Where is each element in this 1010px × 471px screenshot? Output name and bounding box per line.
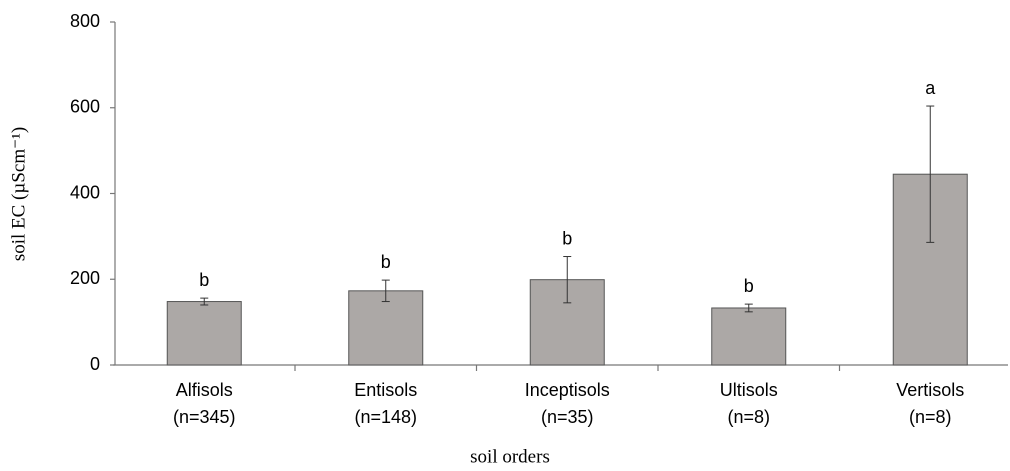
y-tick-label: 0 <box>90 354 100 374</box>
y-tick-label: 600 <box>70 97 100 117</box>
x-tick-label: (n=345) <box>173 407 236 427</box>
bar <box>166 301 242 366</box>
x-tick-label: (n=8) <box>909 407 952 427</box>
y-axis-title: soil EC (µScm⁻¹) <box>8 127 29 261</box>
significance-letter: b <box>381 252 391 272</box>
x-tick-label: Ultisols <box>720 380 778 400</box>
y-tick-label: 400 <box>70 182 100 202</box>
x-tick-label: (n=148) <box>354 407 417 427</box>
x-tick-label: Alfisols <box>176 380 233 400</box>
x-tick-label: Vertisols <box>896 380 964 400</box>
significance-letter: b <box>199 270 209 290</box>
y-tick-label: 200 <box>70 268 100 288</box>
x-tick-label: Inceptisols <box>525 380 610 400</box>
y-tick-label: 800 <box>70 11 100 31</box>
x-tick-label: (n=35) <box>541 407 594 427</box>
significance-letter: b <box>562 228 572 248</box>
x-axis-title: soil orders <box>470 446 550 467</box>
bar <box>348 290 424 366</box>
significance-letter: a <box>925 78 936 98</box>
x-tick-label: (n=8) <box>727 407 770 427</box>
bar <box>711 307 787 366</box>
x-tick-label: Entisols <box>354 380 417 400</box>
significance-letter: b <box>744 276 754 296</box>
